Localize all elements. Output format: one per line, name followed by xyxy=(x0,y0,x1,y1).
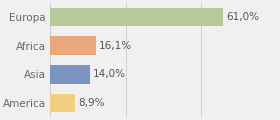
Text: 61,0%: 61,0% xyxy=(227,12,260,22)
Bar xyxy=(50,8,223,26)
Bar xyxy=(50,65,90,84)
Bar xyxy=(50,94,75,112)
Text: 8,9%: 8,9% xyxy=(79,98,105,108)
Text: 14,0%: 14,0% xyxy=(93,69,126,79)
Text: 16,1%: 16,1% xyxy=(99,41,132,51)
Bar xyxy=(50,36,96,55)
